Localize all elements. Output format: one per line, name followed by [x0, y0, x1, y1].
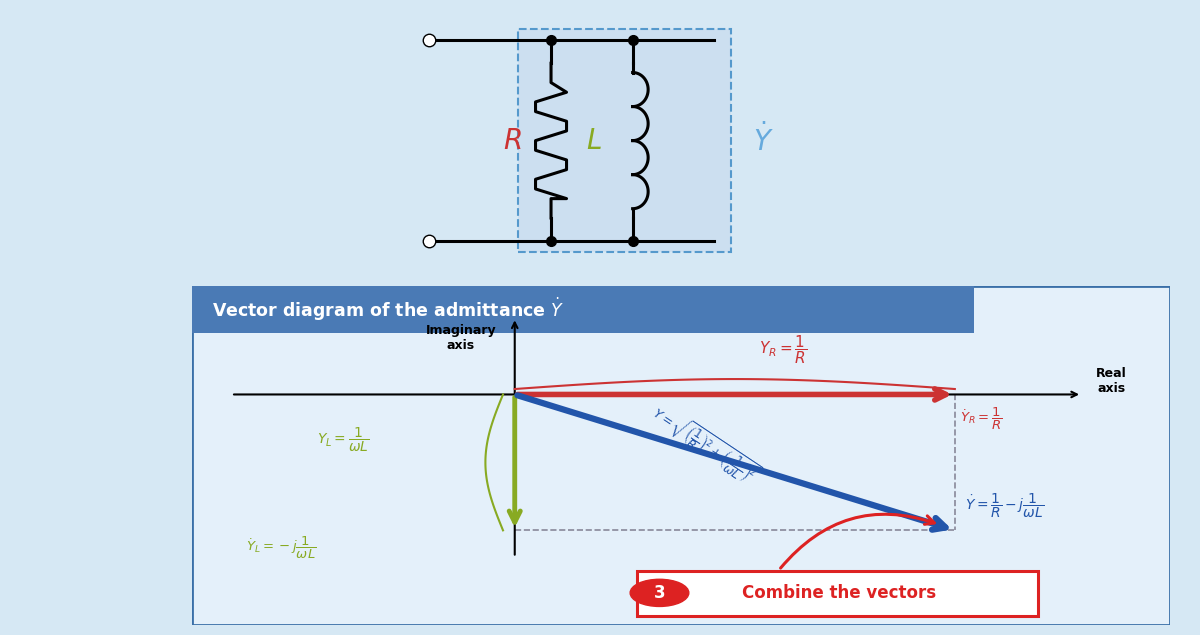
Text: Combine the vectors: Combine the vectors — [743, 584, 936, 602]
Text: $Y = \sqrt{\left(\dfrac{1}{R}\right)^{\!2} + \left(\dfrac{1}{\omega L}\right)^{\: $Y = \sqrt{\left(\dfrac{1}{R}\right)^{\!… — [647, 398, 764, 490]
Text: Imaginary
axis: Imaginary axis — [426, 324, 497, 352]
Text: Vector diagram of the admittance $\dot{Y}$: Vector diagram of the admittance $\dot{Y… — [211, 296, 564, 323]
Text: Real
axis: Real axis — [1096, 367, 1127, 395]
Text: $Y_R = \dfrac{1}{R}$: $Y_R = \dfrac{1}{R}$ — [760, 333, 808, 366]
Text: $\dot{Y}$: $\dot{Y}$ — [752, 124, 774, 157]
Text: 3: 3 — [654, 584, 665, 602]
Text: $R$: $R$ — [503, 126, 522, 154]
Bar — [518, 29, 731, 252]
Text: $\dot{Y} = \dfrac{1}{R} - j\dfrac{1}{\omega L}$: $\dot{Y} = \dfrac{1}{R} - j\dfrac{1}{\om… — [965, 491, 1044, 519]
Bar — [192, 286, 974, 333]
Bar — [637, 571, 1038, 617]
Text: $L$: $L$ — [586, 126, 601, 154]
Text: $\dot{Y}_R = \dfrac{1}{R}$: $\dot{Y}_R = \dfrac{1}{R}$ — [960, 406, 1002, 432]
Text: $\dot{Y}_L = -j\dfrac{1}{\omega L}$: $\dot{Y}_L = -j\dfrac{1}{\omega L}$ — [246, 535, 317, 561]
Text: $Y_L = \dfrac{1}{\omega L}$: $Y_L = \dfrac{1}{\omega L}$ — [317, 425, 370, 454]
Circle shape — [630, 579, 689, 606]
